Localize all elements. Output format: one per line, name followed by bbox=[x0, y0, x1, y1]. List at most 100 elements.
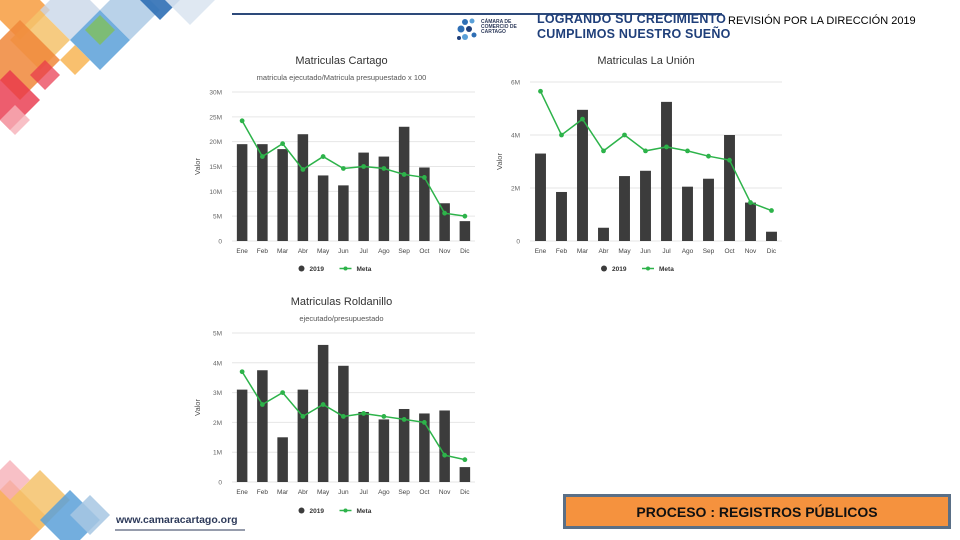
x-tick-label: Feb bbox=[257, 248, 269, 255]
meta-point-ene bbox=[239, 369, 245, 375]
bar-oct bbox=[419, 167, 430, 241]
x-tick-label: Ago bbox=[682, 248, 694, 255]
bar-nov bbox=[745, 202, 756, 241]
meta-point-jul bbox=[361, 164, 367, 169]
x-tick-label: Mar bbox=[577, 248, 589, 255]
y-tick-label: 0 bbox=[218, 239, 222, 246]
x-tick-label: Ene bbox=[236, 248, 248, 255]
x-tick-label: Ene bbox=[236, 489, 248, 496]
meta-point-ago bbox=[381, 414, 387, 419]
y-tick-label: 25M bbox=[209, 114, 222, 121]
header-divider bbox=[232, 13, 722, 15]
meta-point-may bbox=[622, 132, 627, 138]
y-tick-label: 20M bbox=[209, 139, 222, 146]
bar-oct bbox=[724, 135, 735, 241]
chart-svg: Matriculas Roldanillo ejecutado/presupues… bbox=[193, 296, 475, 515]
meta-point-abr bbox=[300, 414, 306, 419]
meta-point-oct bbox=[727, 157, 732, 163]
chart-cartago: Matriculas Cartago matricula ejecutado/Ma… bbox=[190, 50, 485, 285]
x-tick-label: May bbox=[618, 248, 631, 255]
meta-line bbox=[241, 120, 465, 217]
x-tick-label: Ago bbox=[378, 248, 390, 255]
meta-point-jul bbox=[664, 144, 669, 150]
legend-marker-2019 bbox=[601, 265, 607, 272]
bar-feb bbox=[556, 191, 567, 241]
chamber-logo-icon bbox=[457, 18, 477, 40]
y-axis-label: Valor bbox=[193, 399, 202, 416]
legend-label-meta: Meta bbox=[659, 266, 674, 273]
meta-line bbox=[539, 90, 772, 212]
bar-jun bbox=[338, 365, 349, 482]
y-axis-label: Valor bbox=[193, 158, 202, 175]
x-tick-label: Oct bbox=[724, 248, 734, 255]
bar-may bbox=[317, 175, 329, 241]
bar-dic bbox=[766, 231, 777, 241]
meta-point-ene bbox=[239, 118, 245, 124]
bar-abr bbox=[297, 389, 309, 482]
bar-dic bbox=[459, 221, 471, 241]
meta-point-oct bbox=[421, 420, 427, 425]
x-tick-label: Abr bbox=[598, 248, 609, 255]
legend-label-2019: 2019 bbox=[310, 266, 325, 273]
chart-title: Matriculas La Unión bbox=[597, 55, 694, 67]
bar-jul bbox=[358, 411, 369, 482]
meta-point-may bbox=[320, 154, 326, 159]
chart-la-union: Matriculas La Unión Valor 0 2M 4M 6M Ene Feb Mar… bbox=[492, 50, 792, 285]
website-link[interactable]: www.camaracartago.org bbox=[116, 514, 238, 526]
y-tick-label: 10M bbox=[209, 189, 222, 196]
bar-nov bbox=[439, 203, 450, 241]
bar-dic bbox=[459, 467, 471, 482]
x-tick-label: Feb bbox=[257, 489, 269, 496]
x-tick-label: Dic bbox=[460, 248, 470, 255]
bar-ago bbox=[378, 156, 390, 241]
meta-point-feb bbox=[259, 402, 265, 407]
meta-point-feb bbox=[259, 154, 265, 159]
bar-ene bbox=[236, 144, 248, 241]
meta-point-mar bbox=[280, 390, 286, 395]
x-tick-label: May bbox=[317, 489, 330, 496]
meta-point-dic bbox=[462, 213, 468, 219]
chart-roldanillo: Matriculas Roldanillo ejecutado/presupues… bbox=[190, 291, 485, 531]
legend-label-2019: 2019 bbox=[310, 508, 325, 515]
meta-point-nov bbox=[442, 210, 448, 216]
meta-point-nov bbox=[748, 200, 753, 205]
meta-point-jun bbox=[643, 148, 648, 154]
x-tick-label: Dic bbox=[767, 248, 777, 255]
bar-sep bbox=[703, 178, 714, 241]
meta-point-dic bbox=[769, 208, 774, 213]
bar-sep bbox=[398, 408, 410, 482]
x-tick-label: Jul bbox=[359, 248, 368, 255]
chart-subtitle: matricula ejecutado/Matricula presupuest… bbox=[257, 73, 427, 82]
logo-text: CÁMARA DE COMERCIO DE CARTAGO bbox=[481, 19, 517, 35]
x-tick-label: Feb bbox=[556, 248, 568, 255]
bar-may bbox=[619, 176, 630, 241]
review-title: REVISIÓN POR LA DIRECCIÓN 2019 bbox=[728, 15, 916, 27]
x-tick-label: Sep bbox=[398, 248, 410, 255]
x-tick-label: Jun bbox=[640, 248, 651, 255]
x-tick-label: Nov bbox=[439, 489, 451, 496]
bar-ago bbox=[682, 186, 693, 241]
x-tick-label: Sep bbox=[398, 489, 410, 496]
chart-svg: Matriculas La Unión Valor 0 2M 4M 6M Ene Feb Mar… bbox=[495, 55, 782, 273]
meta-point-jun bbox=[340, 414, 346, 419]
x-tick-label: Sep bbox=[703, 248, 715, 255]
bar-feb bbox=[257, 370, 268, 482]
y-tick-label: 5M bbox=[213, 331, 222, 338]
meta-point-mar bbox=[580, 116, 585, 122]
y-tick-label: 1M bbox=[213, 450, 222, 457]
meta-point-sep bbox=[401, 417, 407, 422]
meta-point-feb bbox=[559, 132, 564, 138]
meta-point-sep bbox=[706, 153, 711, 159]
y-tick-label: 0 bbox=[218, 480, 222, 487]
meta-point-ago bbox=[381, 166, 387, 171]
x-tick-label: Oct bbox=[419, 248, 429, 255]
bar-abr bbox=[598, 227, 609, 241]
x-tick-label: May bbox=[317, 248, 330, 255]
x-tick-label: Nov bbox=[745, 248, 757, 255]
meta-point-oct bbox=[421, 175, 427, 180]
y-tick-label: 2M bbox=[213, 420, 222, 427]
y-tick-label: 3M bbox=[213, 390, 222, 397]
meta-point-ago bbox=[685, 148, 690, 154]
x-tick-label: Dic bbox=[460, 489, 470, 496]
bar-sep bbox=[398, 126, 410, 241]
